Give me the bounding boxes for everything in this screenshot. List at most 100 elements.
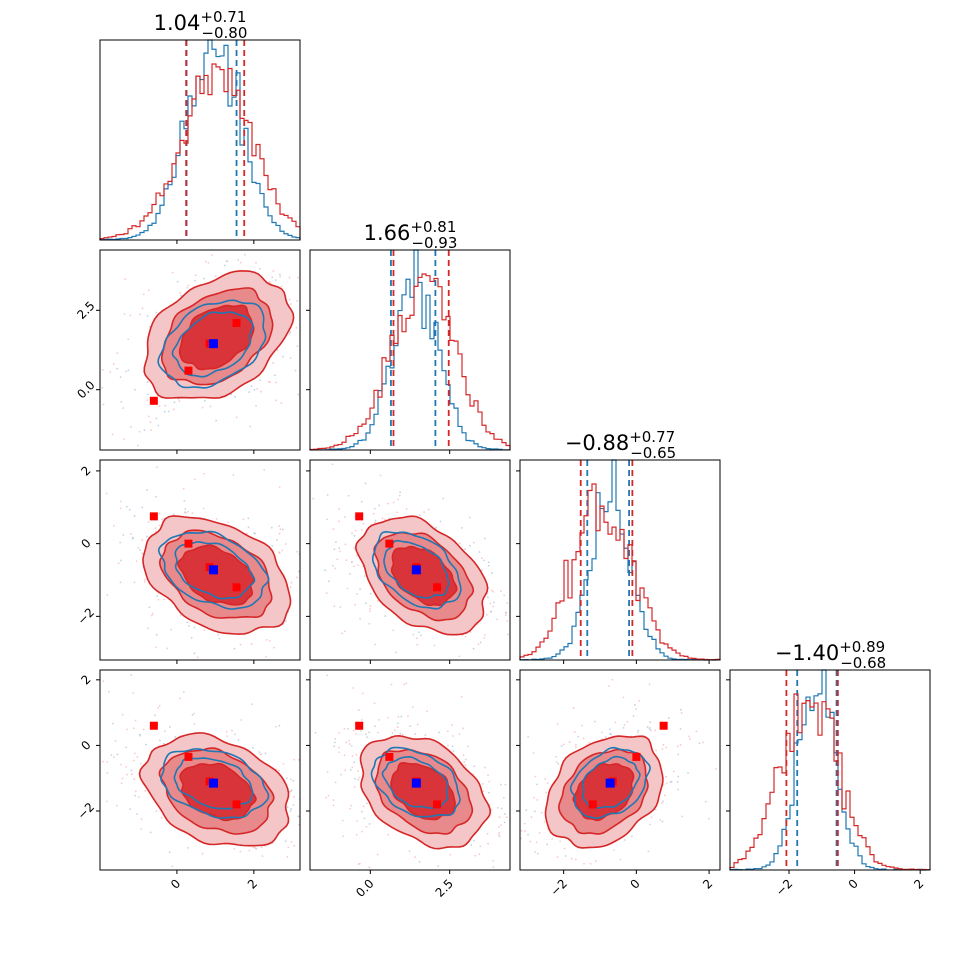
red-marker-3	[432, 583, 441, 592]
sample-point	[135, 560, 138, 563]
blue-contour-inner	[581, 755, 641, 809]
sample-point	[489, 602, 492, 605]
sample-point	[520, 837, 522, 840]
sample-point	[354, 529, 357, 532]
sample-point	[146, 489, 149, 491]
sample-point	[677, 788, 680, 791]
panel-title-0: 1.04+0.71	[154, 8, 247, 35]
sample-point	[289, 790, 292, 793]
sample-point	[505, 614, 507, 617]
sample-point	[342, 835, 345, 838]
sample-point	[230, 729, 233, 732]
sample-point	[288, 298, 291, 301]
x-tick-label-0-1: 2	[245, 876, 260, 891]
sample-point	[388, 517, 391, 520]
sample-point	[268, 280, 271, 283]
sample-point	[378, 504, 381, 507]
sample-point	[111, 722, 114, 725]
sample-point	[249, 425, 252, 428]
sample-point	[336, 558, 339, 561]
red-marker-0	[355, 721, 364, 730]
sample-point	[359, 588, 362, 591]
sample-point	[622, 727, 625, 729]
sample-point	[572, 706, 575, 709]
sample-point	[436, 682, 438, 684]
sample-point	[345, 559, 348, 562]
sample-point	[677, 775, 680, 778]
sample-point	[460, 526, 463, 529]
sample-point	[338, 520, 340, 523]
sample-point	[570, 857, 573, 860]
sample-point	[217, 634, 220, 636]
sample-point	[123, 313, 126, 315]
sample-point	[164, 730, 166, 733]
sample-point	[218, 637, 221, 640]
sample-point	[452, 750, 455, 753]
sample-point	[140, 818, 143, 820]
sample-point	[351, 766, 354, 769]
sample-point	[555, 760, 558, 763]
sample-point	[326, 771, 329, 773]
sample-point	[663, 794, 666, 797]
sample-point	[360, 500, 363, 503]
sample-point	[187, 847, 189, 849]
sample-point	[535, 816, 537, 818]
sample-point	[142, 293, 145, 296]
sample-point	[120, 763, 122, 766]
sample-point	[225, 893, 227, 895]
sample-point	[464, 758, 467, 761]
sample-point	[296, 550, 299, 553]
blue-marker	[208, 339, 218, 349]
sample-point	[679, 708, 682, 711]
sample-point	[338, 751, 341, 754]
sample-point	[303, 876, 305, 878]
sample-point	[150, 614, 153, 617]
sample-point	[487, 561, 490, 564]
sample-point	[487, 774, 489, 777]
sample-point	[392, 501, 395, 504]
sample-point	[172, 513, 175, 516]
sample-point	[141, 552, 144, 555]
sample-point	[170, 628, 172, 631]
sample-point	[161, 518, 164, 521]
sample-point	[147, 521, 150, 524]
sample-point	[290, 840, 293, 843]
sample-point	[56, 374, 58, 376]
sample-point	[384, 615, 387, 617]
sample-point	[655, 749, 657, 752]
sample-point	[305, 795, 307, 797]
sample-point	[158, 524, 161, 527]
sample-point	[325, 829, 327, 831]
sample-point	[225, 879, 227, 881]
sample-point	[588, 741, 591, 744]
sample-point	[477, 643, 480, 646]
sample-point	[101, 368, 104, 371]
y-tick-label-2-1: 0	[78, 536, 93, 551]
sample-point	[245, 532, 248, 535]
sample-point	[163, 598, 166, 601]
sample-point	[154, 714, 156, 717]
sample-point	[233, 647, 236, 650]
sample-point	[194, 458, 196, 460]
sample-point	[397, 872, 399, 874]
sample-point	[483, 872, 485, 874]
sample-point	[665, 775, 668, 778]
sample-point	[206, 467, 208, 469]
sample-point	[349, 572, 351, 575]
red-marker-0	[355, 512, 364, 521]
sample-point	[209, 405, 212, 408]
sample-point	[133, 759, 135, 762]
sample-point	[633, 704, 636, 706]
sample-point	[292, 804, 295, 807]
sample-point	[281, 528, 284, 531]
sample-point	[374, 521, 376, 524]
sample-point	[451, 724, 453, 727]
panel-2-0	[100, 458, 300, 659]
panel-frame-2-2	[519, 459, 721, 661]
x-tick-label-2-0: −2	[548, 876, 570, 898]
sample-point	[378, 718, 381, 721]
sample-point	[361, 810, 363, 813]
sample-point	[619, 858, 622, 861]
sample-point	[106, 772, 109, 774]
sample-point	[680, 711, 683, 714]
